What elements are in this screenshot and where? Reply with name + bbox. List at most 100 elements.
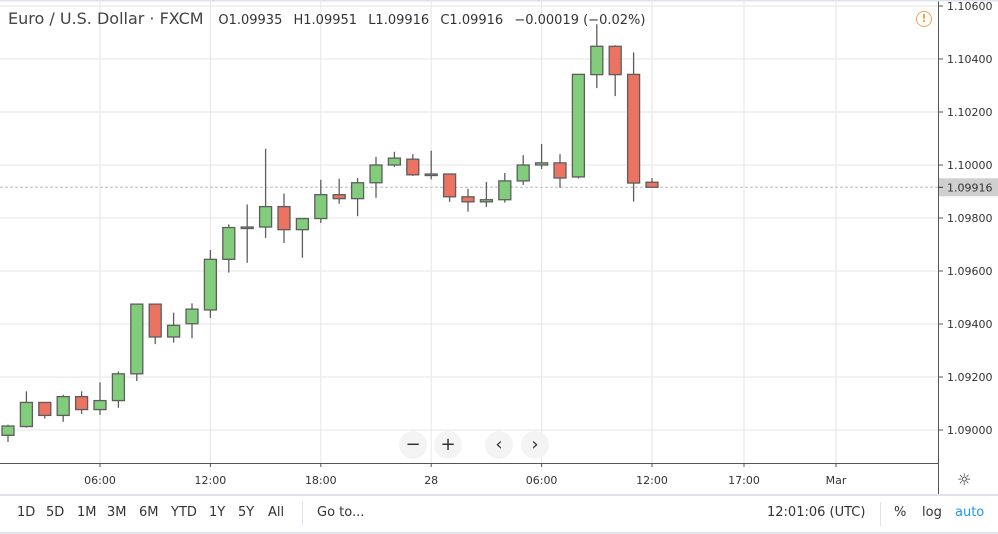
candle (295, 217, 310, 258)
candle-body (516, 164, 530, 182)
range-5y[interactable]: 5Y (238, 505, 255, 520)
bottom-toolbar: 1D 5D 1M 3M 6M YTD 1Y 5Y All Go to... 12… (0, 496, 998, 532)
candle-body (590, 45, 604, 76)
candle (442, 173, 457, 202)
last-price-badge (939, 178, 998, 197)
candle-body (498, 180, 512, 201)
candle (590, 24, 604, 89)
zoom-in-button[interactable]: + (434, 431, 462, 459)
candle (553, 154, 567, 188)
candle-body (1, 425, 15, 436)
candle-body (203, 258, 218, 311)
candle (74, 391, 89, 414)
candle-body (350, 182, 365, 200)
candle-body (56, 395, 70, 417)
candle-body (148, 303, 162, 338)
high-value: H1.09951 (293, 13, 358, 28)
range-ytd[interactable]: YTD (171, 505, 197, 520)
candle-body (626, 73, 641, 184)
settings-icon[interactable]: ☼ (957, 470, 972, 489)
candle-body (314, 194, 328, 220)
divider (302, 502, 303, 526)
range-1y[interactable]: 1Y (209, 505, 226, 520)
candle-body (369, 164, 383, 184)
candle-body (185, 308, 199, 325)
x-tick-label: 06:00 (526, 474, 558, 487)
x-tick-label: 18:00 (305, 474, 337, 487)
candle-body (387, 157, 402, 166)
candle-body (93, 399, 107, 411)
x-tick-label: 12:00 (636, 474, 668, 487)
auto-toggle[interactable]: auto (955, 505, 985, 520)
candle-body (553, 162, 567, 179)
y-tick-label: 1.09000 (947, 424, 993, 437)
x-tick-label: 06:00 (84, 474, 116, 487)
zoom-out-button[interactable]: − (399, 431, 427, 459)
log-toggle[interactable]: log (922, 505, 942, 520)
candle (111, 371, 126, 408)
y-tick-label: 1.10600 (947, 0, 993, 13)
symbol-title[interactable]: Euro / U.S. Dollar · FXCM (8, 9, 204, 28)
range-6m[interactable]: 6M (139, 505, 159, 520)
candle-body (38, 401, 52, 417)
candle (534, 144, 549, 169)
candle (240, 204, 254, 263)
candle (222, 224, 236, 273)
scroll-right-button[interactable]: › (521, 431, 549, 459)
candle (424, 150, 438, 180)
y-tick-label: 1.09600 (947, 265, 993, 278)
change-value: −0.00019 (−0.02%) (514, 13, 646, 28)
scroll-left-button[interactable]: ‹ (485, 431, 513, 459)
candle (498, 172, 512, 203)
candlestick-chart[interactable]: 1.10600 1.10400 1.10200 1.10000 1.09800 1.096… (0, 0, 998, 494)
clock[interactable]: 12:01:06 (UTC) (767, 505, 866, 520)
candle-body (258, 205, 273, 228)
candle (387, 151, 402, 167)
candle (166, 312, 181, 343)
candle-body (74, 395, 89, 411)
candle-body (424, 173, 438, 177)
range-3m[interactable]: 3M (107, 505, 127, 520)
range-all[interactable]: All (268, 505, 285, 520)
y-tick-label: 1.10200 (947, 106, 993, 119)
x-tick-label: 28 (424, 474, 438, 487)
warning-icon[interactable]: ! (916, 11, 932, 27)
range-5d[interactable]: 5D (46, 505, 65, 520)
goto-button[interactable]: Go to... (317, 505, 365, 520)
candle (203, 250, 218, 318)
candle (350, 177, 365, 217)
candle (277, 193, 291, 243)
candle (479, 181, 494, 207)
range-1m[interactable]: 1M (77, 505, 97, 520)
candle-body (645, 181, 659, 188)
candle (38, 401, 52, 419)
candle-body (240, 226, 254, 230)
candle (645, 177, 659, 188)
x-tick-label: 17:00 (728, 474, 760, 487)
y-tick-label: 1.09200 (947, 371, 993, 384)
candle (406, 154, 420, 176)
candle-body (19, 401, 34, 428)
candle (369, 156, 383, 198)
y-tick-label: 1.09400 (947, 318, 993, 331)
candle (130, 303, 144, 381)
range-1d[interactable]: 1D (17, 505, 36, 520)
percent-toggle[interactable]: % (894, 505, 907, 520)
candle-body (111, 373, 126, 402)
symbol-legend: Euro / U.S. Dollar · FXCM O1.09935 H1.09… (8, 9, 652, 28)
y-tick-label: 1.10000 (947, 159, 993, 172)
candle (185, 303, 199, 339)
open-value: O1.09935 (218, 13, 283, 28)
last-price-label: 1.09916 (947, 181, 993, 194)
candle (461, 188, 475, 212)
x-tick-label: 12:00 (195, 474, 227, 487)
chart-pane[interactable]: 1.10600 1.10400 1.10200 1.10000 1.09800 1.096… (0, 0, 998, 494)
x-tick-label: Mar (826, 474, 847, 487)
y-tick-label: 1.09800 (947, 212, 993, 225)
candle-body (608, 45, 622, 76)
candle (626, 52, 641, 202)
candle-body (166, 324, 181, 338)
candle-body (442, 173, 457, 198)
candle-body (406, 158, 420, 176)
candle-body (295, 217, 310, 231)
